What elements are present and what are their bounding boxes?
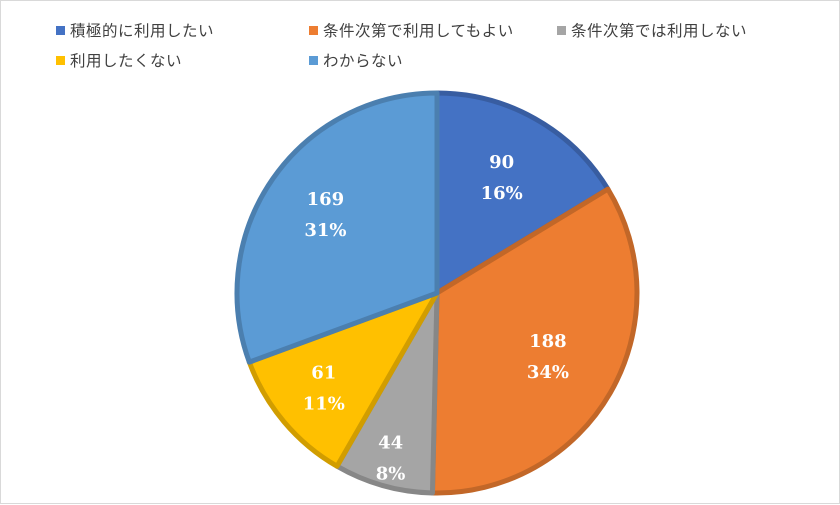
legend-swatch [557, 25, 566, 35]
data-label-percent: 34% [527, 362, 569, 383]
legend-entry: 条件次第では利用しない [557, 19, 747, 41]
chart-legend: 積極的に利用したい 条件次第で利用してもよい 条件次第では利用しない 利用したく… [56, 15, 816, 75]
legend-swatch [56, 55, 65, 65]
legend-entry: わからない [309, 49, 403, 71]
legend-swatch [56, 25, 65, 35]
pie-slice [429, 186, 640, 496]
legend-entry: 条件次第で利用してもよい [309, 19, 557, 41]
legend-row: 積極的に利用したい 条件次第で利用してもよい 条件次第では利用しない [56, 15, 816, 45]
data-label-percent: 31% [304, 220, 346, 241]
data-label-value: 44 [378, 433, 403, 454]
legend-label: 積極的に利用したい [70, 22, 215, 40]
data-label-value: 90 [489, 152, 514, 173]
data-label-percent: 11% [303, 393, 345, 414]
pie-slice [434, 90, 611, 296]
data-label-value: 61 [311, 362, 336, 383]
legend-swatch [309, 55, 318, 65]
legend-label: わからない [323, 52, 404, 70]
pie-slice [234, 90, 440, 365]
data-label-value: 188 [529, 331, 567, 352]
legend-entry: 利用したくない [56, 49, 309, 71]
data-label-value: 169 [307, 189, 345, 210]
legend-label: 利用したくない [70, 52, 183, 70]
legend-row: 利用したくない わからない [56, 45, 816, 75]
legend-label: 条件次第では利用しない [571, 22, 748, 40]
pie-slice [246, 290, 440, 469]
data-label-percent: 16% [481, 183, 523, 204]
data-label-percent: 8% [376, 464, 406, 485]
legend-label: 条件次第で利用してもよい [323, 22, 514, 40]
legend-swatch [309, 25, 318, 35]
legend-entry: 積極的に利用したい [56, 19, 309, 41]
